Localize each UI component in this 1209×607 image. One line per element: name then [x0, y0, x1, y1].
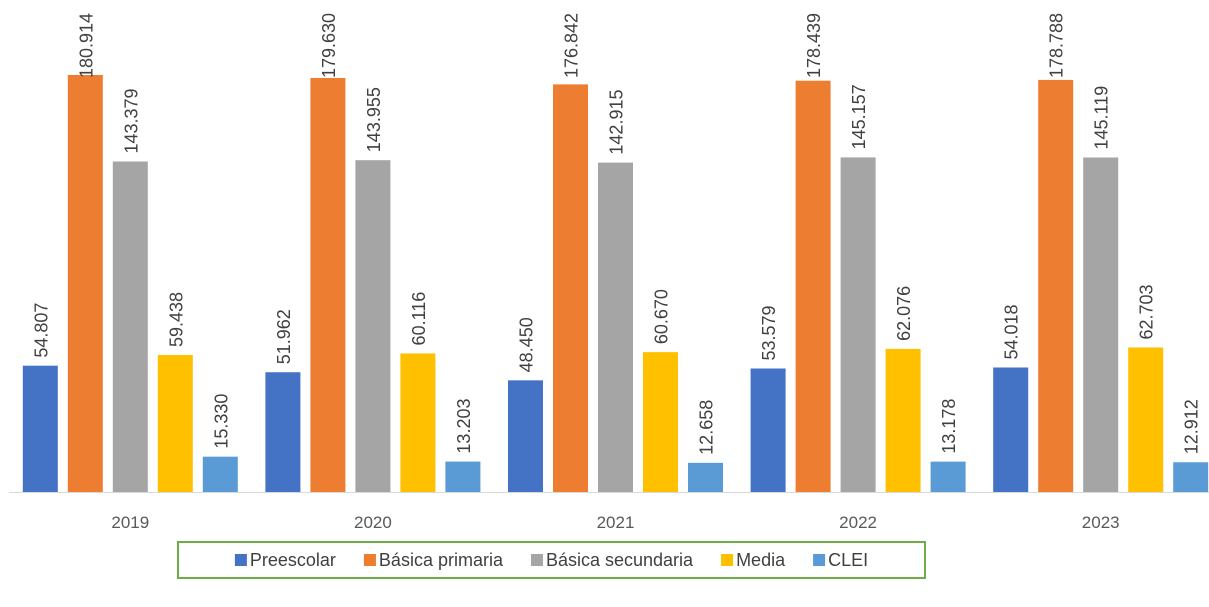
bar — [553, 84, 588, 493]
bar — [202, 456, 238, 492]
bar — [1173, 462, 1209, 492]
bar — [795, 80, 831, 493]
data-label: 178.439 — [804, 13, 824, 78]
data-label: 13.178 — [939, 399, 959, 454]
bar — [840, 157, 876, 492]
data-label: 59.438 — [166, 292, 186, 347]
data-label: 145.157 — [849, 84, 869, 149]
data-label: 62.703 — [1137, 284, 1157, 339]
bar — [112, 161, 148, 492]
data-label: 15.330 — [211, 394, 231, 449]
data-label: 145.119 — [1092, 86, 1112, 150]
bar — [750, 368, 786, 492]
legend-label: Preescolar — [250, 550, 336, 570]
data-label: 12.912 — [1182, 399, 1202, 454]
bar — [1083, 157, 1119, 492]
data-label: 13.203 — [454, 399, 474, 454]
bar — [930, 461, 966, 492]
bar — [265, 372, 301, 492]
data-label: 178.788 — [1047, 13, 1067, 78]
legend-label: Media — [736, 550, 786, 570]
bar — [643, 352, 678, 492]
legend-swatch — [721, 554, 734, 566]
legend-swatch — [234, 554, 247, 566]
bar — [22, 365, 58, 492]
data-label: 143.955 — [364, 87, 384, 152]
bar — [885, 348, 921, 492]
legend-box — [177, 541, 926, 579]
data-label: 54.807 — [31, 303, 51, 358]
legend-label: Básica primaria — [379, 550, 504, 570]
bar — [67, 75, 103, 492]
data-label: 53.579 — [759, 305, 779, 360]
data-label: 54.018 — [1002, 304, 1022, 359]
bar — [1128, 347, 1164, 492]
data-label: 62.076 — [894, 286, 914, 341]
bar — [598, 162, 633, 492]
x-tick-label: 2019 — [111, 513, 149, 532]
bar — [993, 367, 1029, 492]
x-tick-label: 2021 — [597, 513, 635, 532]
legend-swatch — [530, 554, 543, 566]
data-label: 179.630 — [319, 13, 339, 78]
data-label: 142.915 — [607, 90, 627, 155]
data-label: 60.670 — [652, 289, 672, 344]
bar — [400, 353, 436, 492]
bar — [1038, 79, 1074, 492]
data-label: 180.914 — [76, 13, 96, 78]
data-label: 143.379 — [121, 88, 141, 153]
bar — [355, 160, 391, 492]
data-label: 60.116 — [409, 292, 429, 346]
bar — [445, 461, 481, 492]
x-tick-label: 2023 — [1082, 513, 1120, 532]
legend-swatch — [813, 554, 826, 566]
bar — [508, 380, 543, 492]
data-label: 12.658 — [697, 400, 717, 455]
x-tick-label: 2022 — [839, 513, 877, 532]
bar — [310, 77, 346, 493]
data-label: 176.842 — [562, 13, 582, 78]
x-tick-label: 2020 — [354, 513, 392, 532]
bar — [688, 462, 723, 492]
legend: Preescolar Básica primaria Básica secundar… — [234, 550, 868, 570]
data-label: 48.450 — [517, 317, 537, 372]
legend-swatch — [363, 554, 376, 566]
legend-label: CLEI — [828, 550, 868, 570]
data-label: 51.962 — [274, 309, 294, 364]
legend-label: Básica secundaria — [546, 550, 694, 570]
bar — [157, 354, 193, 492]
